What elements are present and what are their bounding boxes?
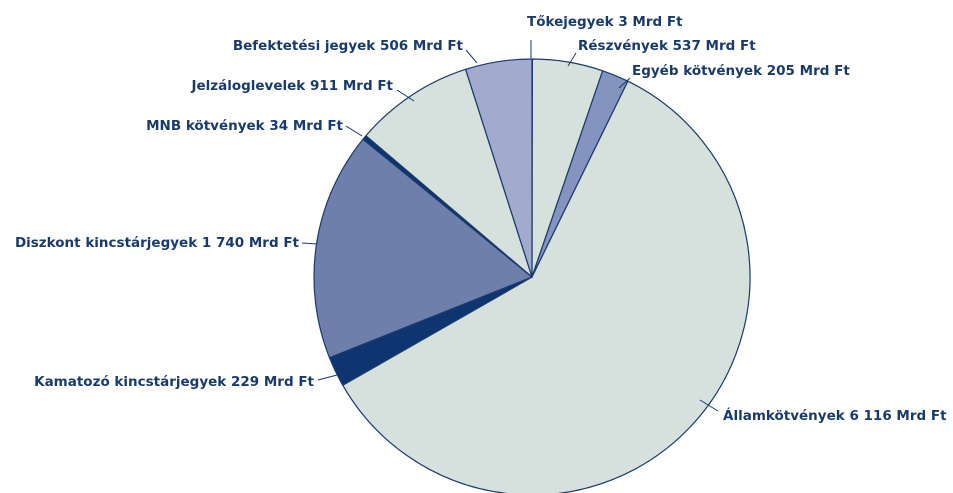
category-name: Tőkejegyek <box>527 14 615 30</box>
slice-label: Jelzáloglevelek 911 Mrd Ft <box>190 78 393 94</box>
value-label: 1 740 Mrd Ft <box>202 235 300 251</box>
slice-label: Részvények 537 Mrd Ft <box>578 38 756 54</box>
category-name: Jelzáloglevelek <box>190 78 306 94</box>
leader-line <box>317 374 338 381</box>
slice-label: MNB kötvények 34 Mrd Ft <box>146 118 343 134</box>
slice-label: Államkötvények 6 116 Mrd Ft <box>723 407 947 424</box>
category-name: Kamatozó kincstárjegyek <box>34 374 227 390</box>
value-label: 205 Mrd Ft <box>767 63 851 79</box>
value-label: 229 Mrd Ft <box>231 374 315 390</box>
category-name: Befektetési jegyek <box>233 38 376 54</box>
category-name: MNB kötvények <box>146 118 266 134</box>
slice-label: Diszkont kincstárjegyek 1 740 Mrd Ft <box>15 235 300 251</box>
category-name: Részvények <box>578 38 669 54</box>
value-label: 537 Mrd Ft <box>673 38 757 54</box>
slice-label: Tőkejegyek 3 Mrd Ft <box>527 14 683 30</box>
leader-line <box>567 52 577 67</box>
category-name: Diszkont kincstárjegyek <box>15 235 198 251</box>
value-label: 911 Mrd Ft <box>310 78 394 94</box>
leader-line <box>345 125 363 137</box>
leader-line <box>396 89 415 102</box>
category-name: Egyéb kötvények <box>632 63 763 79</box>
slice-label: Egyéb kötvények 205 Mrd Ft <box>632 63 850 79</box>
slice-label: Befektetési jegyek 506 Mrd Ft <box>233 38 464 54</box>
leader-line <box>618 77 631 89</box>
leader-line <box>465 49 478 64</box>
pie-slice <box>342 80 751 493</box>
pie-slice <box>365 68 533 278</box>
pie-slice <box>465 58 533 278</box>
leader-line <box>301 242 318 245</box>
value-label: 506 Mrd Ft <box>380 38 464 54</box>
value-label: 6 116 Mrd Ft <box>849 408 947 424</box>
leader-line <box>699 399 719 412</box>
slice-label: Kamatozó kincstárjegyek 229 Mrd Ft <box>34 374 314 390</box>
value-label: 34 Mrd Ft <box>269 118 343 134</box>
category-name: Államkötvények <box>723 407 846 424</box>
value-label: 3 Mrd Ft <box>618 14 683 30</box>
